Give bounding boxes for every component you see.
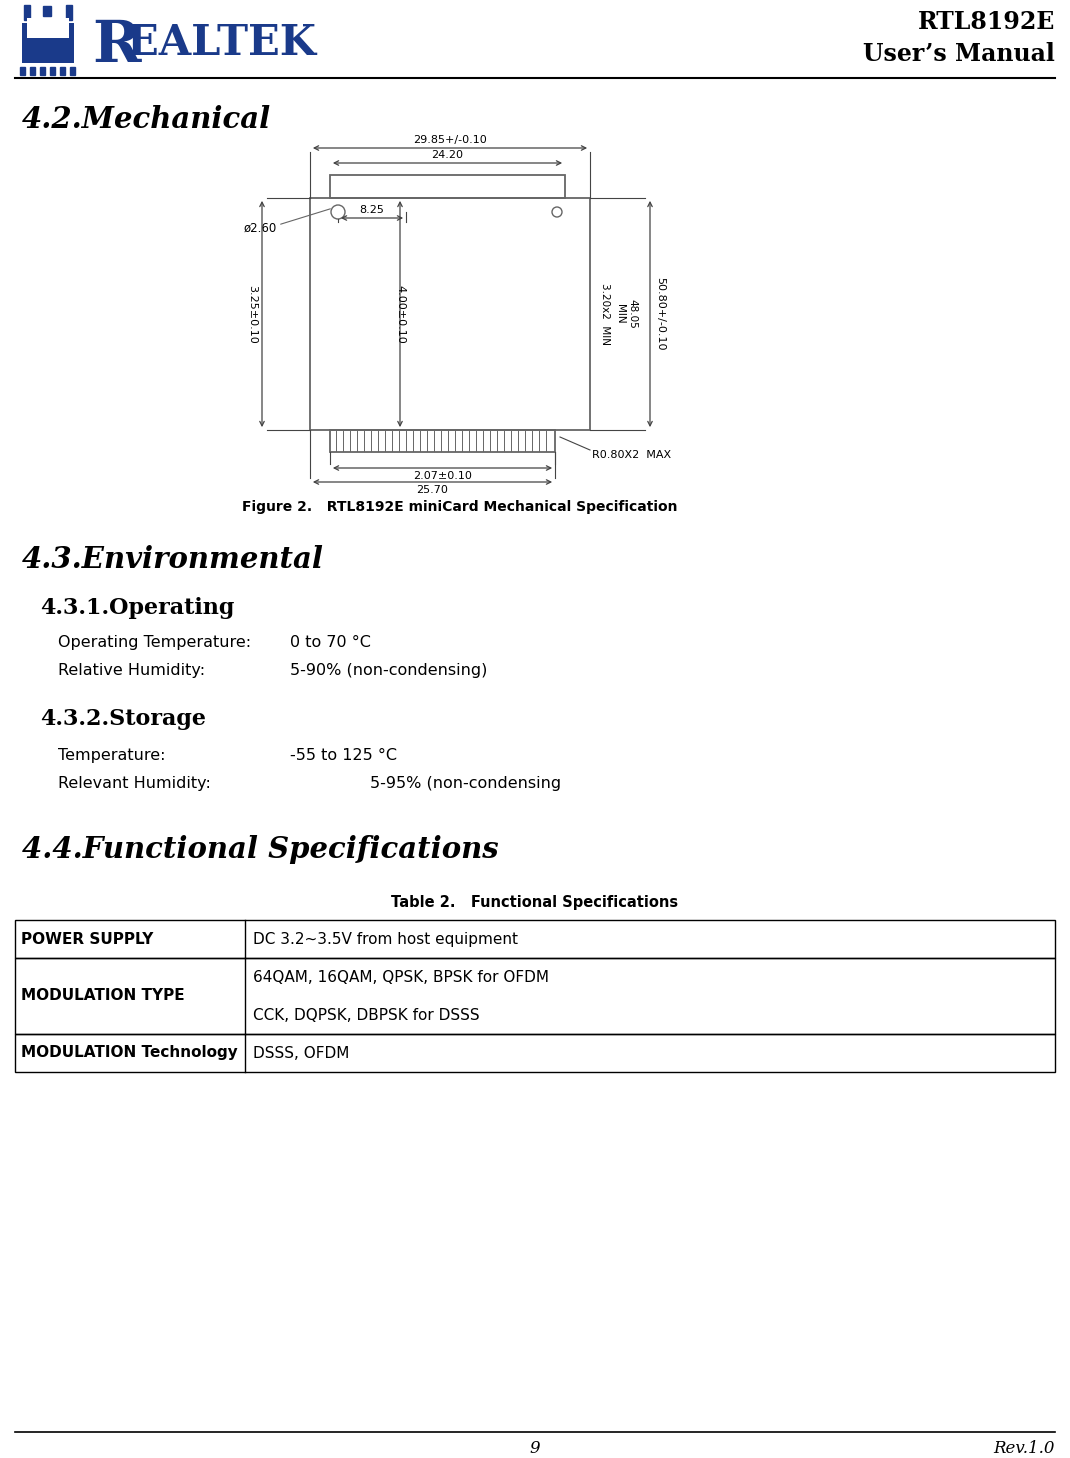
Bar <box>60 67 65 74</box>
Text: 4.3.1.Operating: 4.3.1.Operating <box>40 596 234 620</box>
Text: 25.70: 25.70 <box>416 486 448 496</box>
Bar <box>30 67 35 74</box>
Text: Table 2.   Functional Specifications: Table 2. Functional Specifications <box>392 895 678 910</box>
Text: Relative Humidity:: Relative Humidity: <box>58 663 205 678</box>
Text: R0.80X2  MAX: R0.80X2 MAX <box>592 451 671 461</box>
Text: MIN: MIN <box>615 305 625 324</box>
Text: 4.3.2.Storage: 4.3.2.Storage <box>40 709 207 730</box>
Bar <box>43 6 51 16</box>
Text: DSSS, OFDM: DSSS, OFDM <box>253 1045 350 1060</box>
Bar <box>15 920 1055 958</box>
Text: 4.4.Functional Specifications: 4.4.Functional Specifications <box>22 835 499 865</box>
Text: Relevant Humidity:: Relevant Humidity: <box>58 776 211 792</box>
Bar <box>66 4 72 20</box>
Bar <box>330 175 565 198</box>
Bar <box>50 67 55 74</box>
Text: 3.25±0.10: 3.25±0.10 <box>247 284 257 344</box>
Text: 0 to 70 °C: 0 to 70 °C <box>290 636 371 650</box>
Text: DC 3.2~3.5V from host equipment: DC 3.2~3.5V from host equipment <box>253 932 518 946</box>
Text: 5-95% (non-condensing: 5-95% (non-condensing <box>370 776 561 792</box>
Text: RTL8192E: RTL8192E <box>918 10 1055 34</box>
Text: 4.3.Environmental: 4.3.Environmental <box>22 545 324 574</box>
Text: POWER SUPPLY: POWER SUPPLY <box>21 932 153 946</box>
Text: 3.20x2  MIN: 3.20x2 MIN <box>600 283 610 346</box>
Text: EALTEK: EALTEK <box>127 22 316 64</box>
Text: -55 to 125 °C: -55 to 125 °C <box>290 748 397 763</box>
Bar <box>20 67 25 74</box>
Text: Operating Temperature:: Operating Temperature: <box>58 636 251 650</box>
Text: MODULATION Technology: MODULATION Technology <box>21 1045 238 1060</box>
Text: 50.80+/-0.10: 50.80+/-0.10 <box>655 277 664 351</box>
Text: 2.07±0.10: 2.07±0.10 <box>413 471 472 481</box>
Text: 48.05: 48.05 <box>627 299 637 330</box>
Text: 64QAM, 16QAM, QPSK, BPSK for OFDM: 64QAM, 16QAM, QPSK, BPSK for OFDM <box>253 970 549 984</box>
Text: Figure 2.   RTL8192E miniCard Mechanical Specification: Figure 2. RTL8192E miniCard Mechanical S… <box>242 500 677 515</box>
Text: 4.2.Mechanical: 4.2.Mechanical <box>22 105 272 134</box>
Text: R: R <box>92 17 140 73</box>
Text: Rev.1.0: Rev.1.0 <box>994 1441 1055 1457</box>
Text: 9: 9 <box>530 1441 540 1457</box>
Text: Temperature:: Temperature: <box>58 748 166 763</box>
Bar <box>24 4 30 20</box>
Bar <box>15 958 1055 1034</box>
Text: 5-90% (non-condensing): 5-90% (non-condensing) <box>290 663 487 678</box>
Bar <box>40 67 45 74</box>
Bar <box>70 67 75 74</box>
Text: 8.25: 8.25 <box>360 206 384 214</box>
Bar <box>27 17 68 38</box>
Text: User’s Manual: User’s Manual <box>863 42 1055 66</box>
Text: 24.20: 24.20 <box>431 150 463 160</box>
Text: CCK, DQPSK, DBPSK for DSSS: CCK, DQPSK, DBPSK for DSSS <box>253 1007 479 1022</box>
Text: MODULATION TYPE: MODULATION TYPE <box>21 989 185 1003</box>
Text: ø2.60: ø2.60 <box>243 222 277 235</box>
Text: 4.00±0.10: 4.00±0.10 <box>395 284 406 344</box>
Text: 29.85+/-0.10: 29.85+/-0.10 <box>413 136 487 144</box>
Bar <box>330 430 555 452</box>
Bar <box>15 1034 1055 1072</box>
Bar <box>310 198 590 430</box>
Bar <box>22 23 74 63</box>
